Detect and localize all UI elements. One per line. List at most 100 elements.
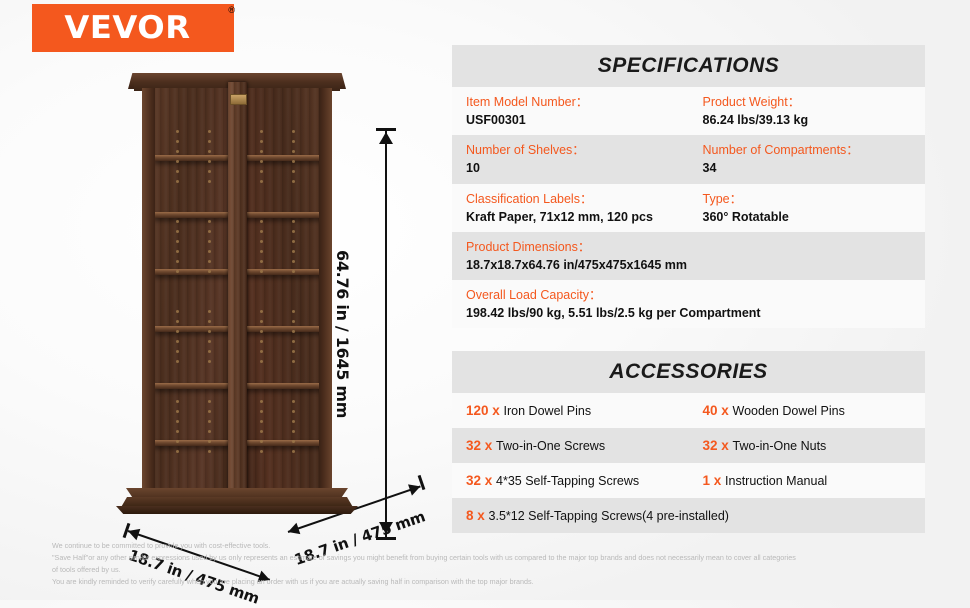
bookshelf-graphic: [116, 60, 358, 514]
dimension-arrow-left-start-icon: [126, 525, 141, 541]
dowel-pin-holes: [292, 130, 295, 190]
spec-row: Item Model Number： USF00301 Product Weight…: [452, 87, 926, 136]
accessory-cell: 40 x Wooden Dowel Pins: [689, 403, 926, 418]
shelf-wall-right: [319, 88, 332, 494]
dimension-arrow-bottom-icon: [379, 522, 393, 534]
accessory-row: 8 x 3.5*12 Self-Tapping Screws(4 pre-ins…: [452, 498, 925, 533]
spec-label: Product Dimensions：: [466, 239, 591, 254]
accessories-table: 120 x Iron Dowel Pins 40 x Wooden Dowel P…: [452, 393, 925, 533]
accessory-quantity: 32 x: [466, 473, 497, 488]
disclaimer-line-2: "Save Half"or any other similar expressi…: [52, 552, 796, 562]
accessory-name: Two-in-One Screws: [496, 439, 606, 453]
shelf-base-bottom: [116, 506, 358, 514]
spec-value: 198.42 lbs/90 kg, 5.51 lbs/2.5 kg per Co…: [466, 306, 761, 321]
dowel-pin-holes: [292, 220, 295, 280]
spec-row: Product Dimensions： 18.7x18.7x64.76 in/47…: [452, 231, 925, 280]
accessory-name: Instruction Manual: [725, 474, 828, 488]
accessory-quantity: 40 x: [702, 403, 733, 418]
shelf-wall-left: [142, 88, 155, 494]
dimension-arrow-top-icon: [379, 132, 393, 144]
dowel-pin-holes: [176, 310, 179, 370]
vevor-logo: VEVOR ®: [32, 4, 235, 52]
shelf-board: [154, 326, 230, 332]
specifications-panel: SPECIFICATIONS Item Model Number： USF0030…: [452, 45, 926, 329]
shelf-board: [245, 326, 321, 332]
specifications-table: Item Model Number： USF00301 Product Weight…: [452, 87, 926, 329]
spec-row: Number of Shelves： 10 Number of Compartmen…: [452, 135, 926, 184]
shelf-board: [245, 269, 321, 275]
spec-label: Number of Compartments：: [702, 143, 859, 158]
dowel-pin-holes: [208, 130, 211, 190]
dowel-pin-holes: [208, 400, 211, 460]
dimension-line-vertical: [385, 128, 387, 538]
spec-cell: Product Dimensions： 18.7x18.7x64.76 in/47…: [452, 232, 925, 280]
dimension-cap-bottom: [376, 537, 396, 540]
spec-value: Kraft Paper, 71x12 mm, 120 pcs: [466, 209, 653, 224]
disclaimer-line-3: of tools offered by us.: [52, 564, 121, 574]
specifications-header: SPECIFICATIONS: [452, 45, 925, 87]
shelf-board: [154, 212, 230, 218]
accessory-cell: 8 x 3.5*12 Self-Tapping Screws(4 pre-ins…: [452, 508, 925, 523]
accessory-quantity: 8 x: [466, 508, 489, 523]
spec-value: 34: [702, 161, 717, 176]
shelf-board: [245, 440, 321, 446]
product-illustration: 64.76 in / 1645 mm 18.7 in / 475 mm 18.7…: [60, 60, 427, 608]
dowel-pin-holes: [260, 310, 263, 370]
spec-cell: Overall Load Capacity： 198.42 lbs/90 kg, …: [452, 280, 925, 328]
spec-value: USF00301: [466, 113, 526, 128]
shelf-face-right: [237, 88, 332, 494]
dowel-pin-holes: [176, 220, 179, 280]
spec-cell: Type： 360° Rotatable: [689, 184, 926, 232]
accessories-title: ACCESSORIES: [609, 360, 768, 383]
dowel-pin-holes: [208, 220, 211, 280]
spec-cell: Classification Labels： Kraft Paper, 71x12…: [452, 184, 689, 232]
shelf-board: [154, 269, 230, 275]
shelf-center-post: [228, 82, 247, 500]
spec-cell: Number of Compartments： 34: [689, 135, 926, 183]
shelf-board: [154, 440, 230, 446]
accessory-quantity: 32 x: [702, 438, 733, 453]
spec-label: Overall Load Capacity：: [466, 288, 602, 302]
dowel-pin-holes: [260, 130, 263, 190]
shelf-board: [245, 155, 321, 161]
spec-label: Item Model Number：: [466, 95, 589, 109]
dowel-pin-holes: [176, 130, 179, 190]
disclaimer-line-1: We continue to be committed to provide y…: [52, 541, 271, 550]
accessory-name: Two-in-One Nuts: [732, 439, 827, 453]
disclaimer-text: We continue to be committed to provide y…: [52, 540, 952, 588]
accessory-quantity: 1 x: [702, 473, 726, 488]
spec-value: 360° Rotatable: [702, 209, 789, 224]
disclaimer-line-4: You are kindly reminded to verify carefu…: [52, 576, 534, 586]
dowel-pin-holes: [260, 220, 263, 280]
accessory-name: 4*35 Self-Tapping Screws: [496, 474, 640, 488]
accessory-cell: 32 x 4*35 Self-Tapping Screws: [452, 473, 689, 488]
accessory-name: Wooden Dowel Pins: [732, 404, 845, 418]
spec-label: Product Weight：: [702, 95, 801, 109]
accessory-row: 32 x Two-in-One Screws 32 x Two-in-One Nu…: [452, 428, 925, 463]
spec-label: Type：: [702, 191, 743, 206]
spec-row: Overall Load Capacity： 198.42 lbs/90 kg, …: [452, 280, 925, 329]
shelf-board: [245, 212, 321, 218]
spec-cell: Product Weight： 86.24 lbs/39.13 kg: [689, 87, 926, 135]
shelf-board: [154, 383, 230, 389]
shelf-board: [154, 155, 230, 161]
accessory-cell: 1 x Instruction Manual: [689, 473, 926, 488]
shelf-face-left: [142, 88, 237, 494]
dimension-arrow-right-start-icon: [286, 522, 301, 538]
accessory-quantity: 120 x: [466, 403, 504, 418]
registered-trademark-icon: ®: [228, 5, 235, 15]
accessories-header: ACCESSORIES: [452, 351, 925, 393]
spec-value: 86.24 lbs/39.13 kg: [702, 113, 809, 128]
dowel-pin-holes: [208, 310, 211, 370]
accessories-panel: ACCESSORIES 120 x Iron Dowel Pins 40 x Wo…: [452, 351, 925, 533]
brand-nameplate-icon: [230, 94, 247, 105]
spec-label: Number of Shelves：: [466, 143, 585, 158]
accessory-name: 3.5*12 Self-Tapping Screws(4 pre-install…: [488, 509, 729, 523]
shelf-board: [245, 383, 321, 389]
accessory-cell: 32 x Two-in-One Nuts: [689, 438, 926, 453]
accessory-name: Iron Dowel Pins: [503, 404, 592, 418]
accessory-row: 120 x Iron Dowel Pins 40 x Wooden Dowel P…: [452, 393, 925, 428]
spec-cell: Item Model Number： USF00301: [452, 87, 689, 135]
dowel-pin-holes: [292, 310, 295, 370]
